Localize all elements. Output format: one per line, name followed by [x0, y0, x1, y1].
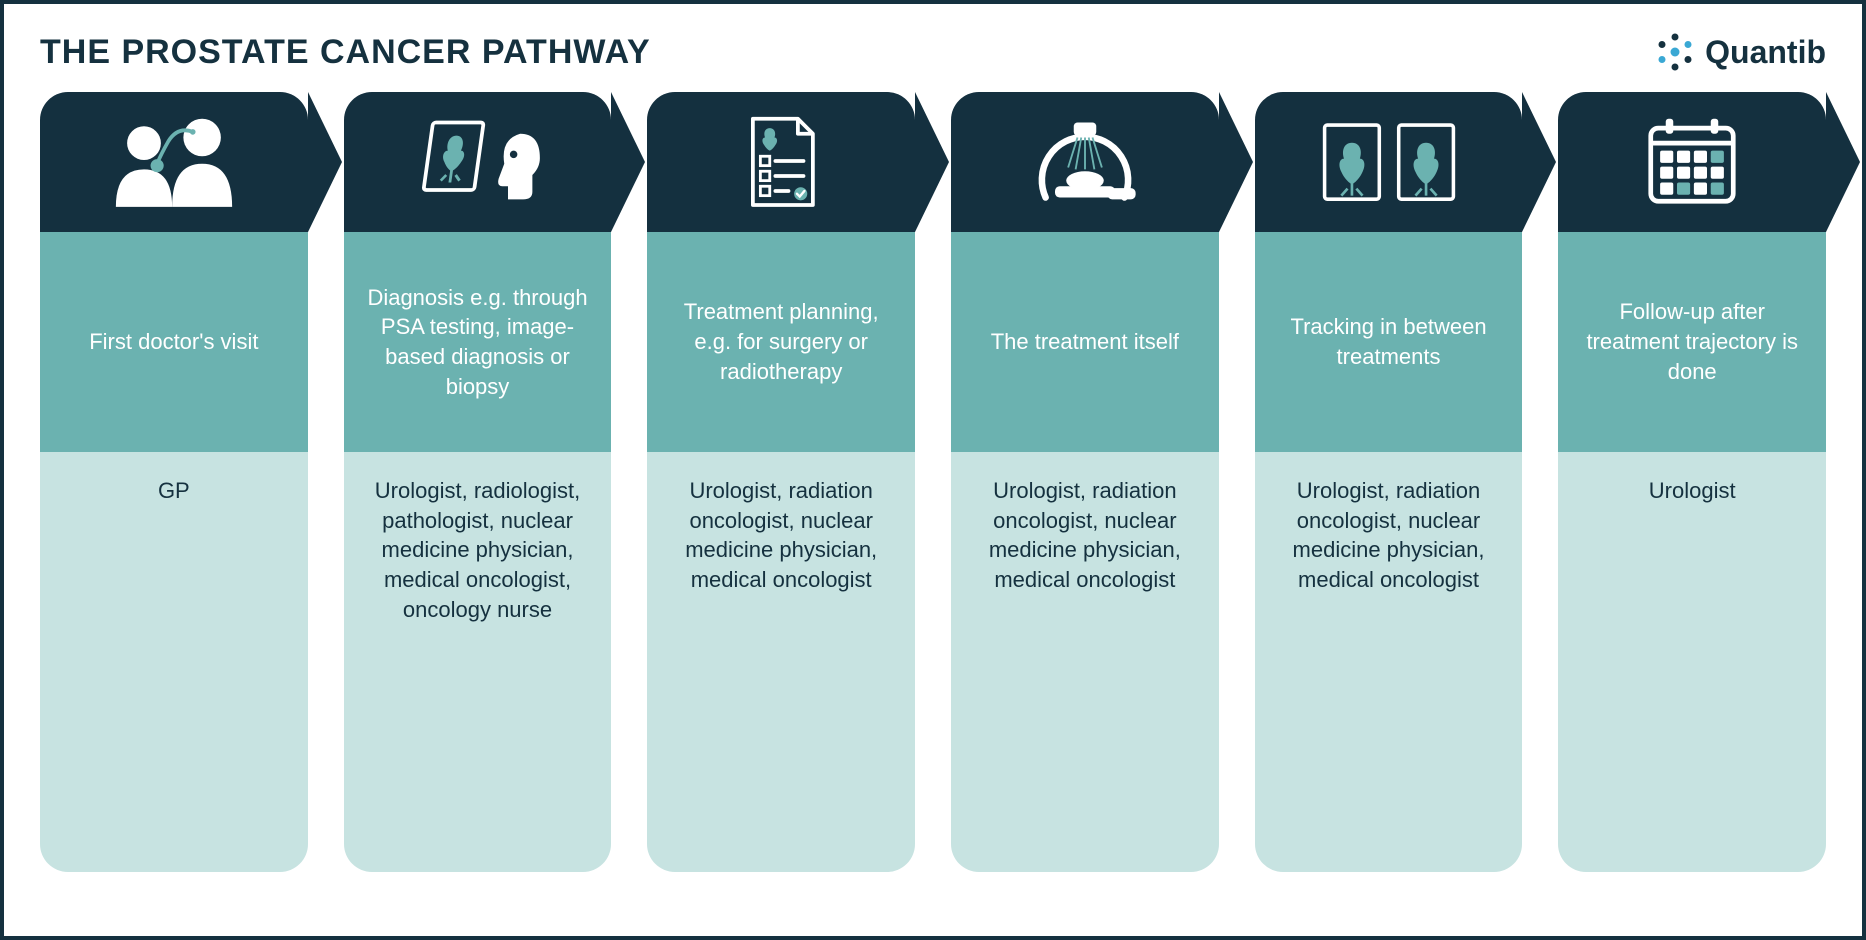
header: THE PROSTATE CANCER PATHWAY Quantib: [40, 32, 1826, 72]
step-head: [647, 92, 915, 232]
step-roles: Urologist, radiation oncologist, nuclear…: [951, 452, 1219, 872]
step-head: [951, 92, 1219, 232]
step-head: [344, 92, 612, 232]
pathway-step: Treatment planning, e.g. for surgery or …: [647, 92, 915, 872]
step-description: Diagnosis e.g. through PSA testing, imag…: [344, 232, 612, 452]
pathway-step: Tracking in between treatmentsUrologist,…: [1255, 92, 1523, 872]
page-title: THE PROSTATE CANCER PATHWAY: [40, 33, 651, 72]
step-roles: GP: [40, 452, 308, 872]
step-roles: Urologist, radiation oncologist, nuclear…: [1255, 452, 1523, 872]
step-head: [40, 92, 308, 232]
treatment-machine-icon: [1010, 112, 1160, 212]
infographic-frame: THE PROSTATE CANCER PATHWAY Quantib: [0, 0, 1866, 940]
treatment-plan-icon: [706, 112, 856, 212]
brand-logo: Quantib: [1655, 32, 1826, 72]
step-description: Tracking in between treatments: [1255, 232, 1523, 452]
step-roles: Urologist, radiation oncologist, nuclear…: [647, 452, 915, 872]
step-roles: Urologist, radiologist, pathologist, nuc…: [344, 452, 612, 872]
step-head: [1255, 92, 1523, 232]
pathway-step: The treatment itselfUrologist, radiation…: [951, 92, 1219, 872]
brand-name: Quantib: [1705, 34, 1826, 71]
diagnosis-scan-icon: [403, 112, 553, 212]
pathway-step: First doctor's visitGP: [40, 92, 308, 872]
step-description: Treatment planning, e.g. for surgery or …: [647, 232, 915, 452]
pathway-steps: First doctor's visitGP Diagnosis e.g. th…: [40, 92, 1826, 872]
step-description: The treatment itself: [951, 232, 1219, 452]
step-description: Follow-up after treatment trajectory is …: [1558, 232, 1826, 452]
tracking-compare-icon: [1314, 112, 1464, 212]
doctor-visit-icon: [99, 112, 249, 212]
pathway-step: Diagnosis e.g. through PSA testing, imag…: [344, 92, 612, 872]
step-description: First doctor's visit: [40, 232, 308, 452]
step-roles: Urologist: [1558, 452, 1826, 872]
calendar-icon: [1617, 112, 1767, 212]
pathway-step: Follow-up after treatment trajectory is …: [1558, 92, 1826, 872]
logo-mark-icon: [1655, 32, 1695, 72]
step-head: [1558, 92, 1826, 232]
